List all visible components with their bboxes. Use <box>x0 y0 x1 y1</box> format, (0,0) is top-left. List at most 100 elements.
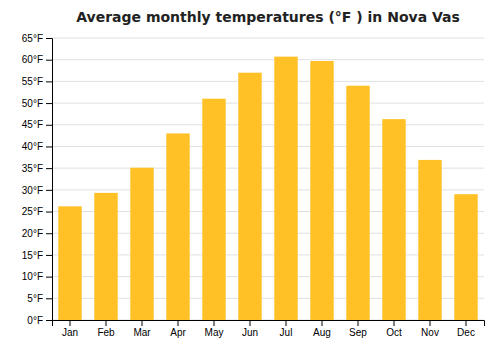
x-tick-mark <box>142 320 143 326</box>
grid-line <box>52 81 484 82</box>
y-tick-mark <box>46 81 52 82</box>
x-tick-mark <box>358 320 359 326</box>
y-tick-mark <box>46 255 52 256</box>
x-tick-label: Apr <box>170 327 186 338</box>
bar <box>274 57 297 320</box>
x-tick: Jun <box>242 320 258 338</box>
y-tick-label: 65°F <box>22 33 43 44</box>
x-tick: May <box>205 320 224 338</box>
x-tick: Oct <box>386 320 402 338</box>
bar <box>346 86 369 320</box>
x-tick-mark <box>178 320 179 326</box>
x-tick-mark <box>214 320 215 326</box>
grid-line <box>52 59 484 60</box>
x-axis: Jan Feb Mar Apr May Jun Jul Aug Sep Oct Nov Dec <box>53 320 485 338</box>
bar <box>238 73 261 320</box>
plot: Jan Feb Mar Apr May Jun Jul Aug Sep Oct Nov Dec 0°F 5… <box>22 33 485 338</box>
x-tick-label: Mar <box>133 327 151 338</box>
x-tick-label: Jul <box>280 327 293 338</box>
y-tick-label: 10°F <box>22 271 43 282</box>
x-tick-mark <box>322 320 323 326</box>
y-tick-mark <box>46 277 52 278</box>
bar <box>454 194 477 320</box>
x-tick: Jan <box>62 320 78 338</box>
x-tick-label: Oct <box>386 327 402 338</box>
y-tick: 45°F <box>22 119 52 130</box>
x-tick-mark <box>466 320 467 326</box>
y-tick-mark <box>46 320 52 321</box>
x-axis-line <box>53 321 485 327</box>
y-tick-label: 30°F <box>22 185 43 196</box>
x-tick: Dec <box>457 320 475 338</box>
x-tick-label: Jan <box>62 327 78 338</box>
x-tick-mark <box>286 320 287 326</box>
chart: Jan Feb Mar Apr May Jun Jul Aug Sep Oct Nov Dec 0°F 5… <box>0 0 500 350</box>
x-tick-mark <box>106 320 107 326</box>
y-tick: 65°F <box>22 33 52 44</box>
bar <box>418 160 441 320</box>
x-tick-label: Sep <box>349 327 367 338</box>
bar <box>310 61 333 320</box>
bars <box>58 57 477 320</box>
x-tick-mark <box>394 320 395 326</box>
y-tick: 20°F <box>22 228 52 239</box>
y-tick: 55°F <box>22 76 52 87</box>
y-tick: 30°F <box>22 185 52 196</box>
y-tick-mark <box>46 212 52 213</box>
y-tick-mark <box>46 103 52 104</box>
x-tick-mark <box>250 320 251 326</box>
grid-line <box>52 124 484 125</box>
y-tick-label: 60°F <box>22 54 43 65</box>
y-tick: 60°F <box>22 54 52 65</box>
y-axis: 0°F 5°F 10°F 15°F 20°F 25°F 30°F 35°F 40°F 45°F 50… <box>22 33 53 326</box>
y-tick-label: 35°F <box>22 163 43 174</box>
grid-line <box>52 38 484 39</box>
bar <box>94 193 117 320</box>
bar <box>166 133 189 320</box>
x-tick-label: Nov <box>421 327 439 338</box>
x-tick: Jul <box>280 320 293 338</box>
y-tick-mark <box>46 190 52 191</box>
y-tick: 5°F <box>27 293 52 304</box>
x-tick: Sep <box>349 320 367 338</box>
grid <box>52 38 484 320</box>
x-tick: Feb <box>97 320 115 338</box>
y-tick-label: 55°F <box>22 76 43 87</box>
y-tick-label: 15°F <box>22 250 43 261</box>
y-tick-label: 25°F <box>22 206 43 217</box>
y-axis-line <box>46 39 53 321</box>
x-tick-label: Dec <box>457 327 475 338</box>
grid-line <box>52 103 484 104</box>
y-tick-label: 40°F <box>22 141 43 152</box>
y-tick: 40°F <box>22 141 52 152</box>
y-tick: 0°F <box>27 315 52 326</box>
bar <box>130 168 153 320</box>
y-tick-mark <box>46 60 52 61</box>
bar <box>58 206 81 320</box>
y-tick: 25°F <box>22 206 52 217</box>
y-tick-label: 20°F <box>22 228 43 239</box>
y-tick-mark <box>46 38 52 39</box>
grid-line <box>52 146 484 147</box>
x-tick-mark <box>70 320 71 326</box>
y-tick-mark <box>46 146 52 147</box>
x-tick-label: May <box>205 327 224 338</box>
y-tick-mark <box>46 125 52 126</box>
y-tick-label: 45°F <box>22 119 43 130</box>
y-tick: 50°F <box>22 98 52 109</box>
y-tick-label: 5°F <box>27 293 43 304</box>
y-tick-label: 0°F <box>27 315 43 326</box>
y-tick: 35°F <box>22 163 52 174</box>
bar <box>382 119 405 320</box>
x-tick-mark <box>430 320 431 326</box>
x-tick-label: Aug <box>313 327 331 338</box>
x-tick: Aug <box>313 320 331 338</box>
title: Average monthly temperatures (°F ) in No… <box>76 9 460 25</box>
x-tick: Apr <box>170 320 186 338</box>
x-tick: Mar <box>133 320 151 338</box>
bar <box>202 99 225 320</box>
y-tick-mark <box>46 168 52 169</box>
y-tick: 15°F <box>22 250 52 261</box>
y-tick-label: 50°F <box>22 98 43 109</box>
x-tick-label: Feb <box>97 327 115 338</box>
